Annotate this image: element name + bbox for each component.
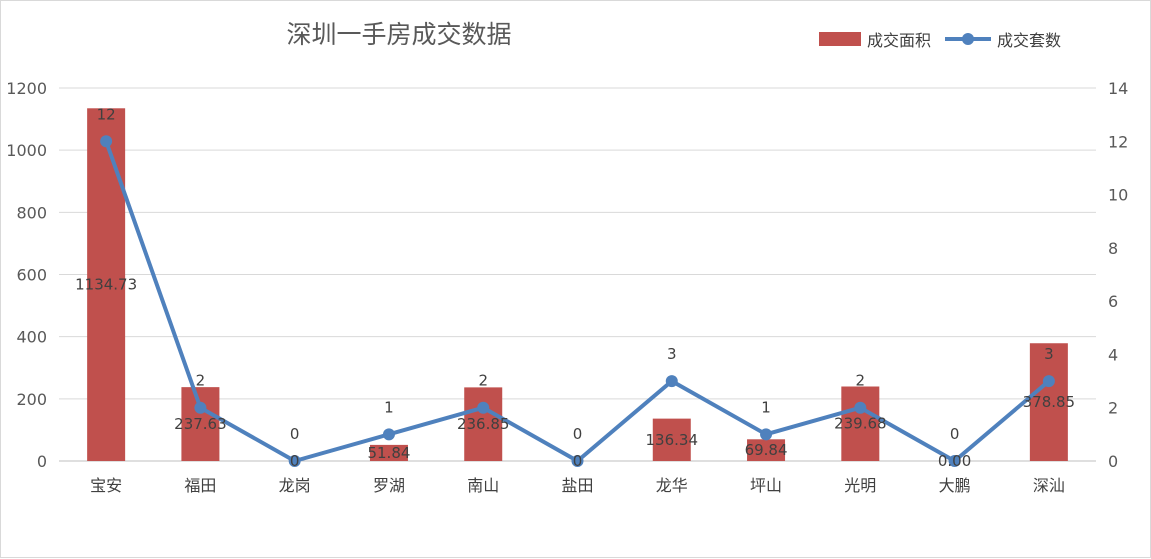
y-left-tick-label: 400 (16, 328, 47, 347)
line-data-label: 12 (97, 105, 116, 123)
line-point (571, 455, 584, 467)
y-right-tick-label: 2 (1108, 399, 1118, 418)
line-data-label: 3 (667, 345, 677, 363)
bar (747, 439, 786, 461)
bar-data-label: 136.34 (646, 431, 699, 449)
y-right-tick-label: 6 (1108, 292, 1118, 311)
y-left-tick-label: 600 (16, 266, 47, 285)
y-left-tick-label: 0 (37, 452, 47, 471)
x-tick-label: 光明 (844, 476, 876, 495)
bar (87, 108, 126, 462)
line-point (854, 401, 867, 414)
legend-swatch-count-marker (962, 33, 974, 45)
bar-data-label: 69.84 (745, 441, 788, 459)
y-right-tick-label: 8 (1108, 239, 1118, 258)
bar-data-label: 236.85 (457, 415, 510, 433)
y-right-tick-label: 14 (1108, 79, 1128, 98)
legend-label-area: 成交面积 (867, 31, 931, 50)
line-data-label: 2 (478, 372, 488, 390)
bar-data-label: 239.68 (834, 415, 887, 433)
line-point (948, 455, 961, 467)
line-point (382, 428, 395, 441)
y-left-tick-label: 200 (16, 390, 47, 409)
bar-data-label: 0 (290, 452, 300, 470)
line-data-label: 0 (573, 425, 583, 443)
bar (652, 418, 691, 461)
bar (841, 386, 880, 461)
y-right-tick-label: 4 (1108, 345, 1118, 364)
bar (464, 387, 503, 461)
x-tick-label: 南山 (467, 476, 499, 495)
x-tick-label: 福田 (184, 476, 216, 495)
line-data-label: 2 (196, 372, 206, 390)
x-tick-label: 龙华 (656, 476, 688, 495)
x-tick-label: 罗湖 (373, 476, 405, 495)
line-point (477, 401, 490, 414)
y-left-tick-label: 800 (16, 203, 47, 222)
bar-data-label: 0.00 (938, 452, 971, 470)
x-tick-label: 盐田 (561, 476, 593, 495)
line-data-label: 3 (1044, 345, 1054, 363)
legend: 成交面积 成交套数 (819, 31, 1061, 50)
bar (1029, 343, 1068, 461)
legend-label-count: 成交套数 (997, 31, 1061, 50)
data-labels: 1134.73 237.63 0 51.84 236.85 0 136.34 69.84 239… (75, 105, 1075, 470)
y-left-tick-label: 1000 (6, 141, 47, 160)
x-tick-label: 深汕 (1033, 476, 1065, 495)
bar-data-label: 51.84 (367, 444, 410, 462)
line-data-label: 1 (761, 398, 771, 416)
line-point (288, 455, 301, 467)
bar (369, 444, 408, 461)
chart-title: 深圳一手房成交数据 (286, 20, 511, 49)
series-line (104, 140, 1051, 463)
bar-data-label: 237.63 (174, 415, 227, 433)
bar (181, 387, 220, 461)
bar-series (87, 108, 1068, 462)
bar-data-label: 1134.73 (75, 276, 137, 294)
y-right-tick-label: 10 (1108, 186, 1128, 205)
line-point (665, 375, 678, 388)
line-series (100, 135, 1055, 467)
line-point (1042, 375, 1055, 388)
bar-data-label: 378.85 (1023, 393, 1076, 411)
x-tick-label: 宝安 (90, 476, 122, 495)
bar-data-label: 0 (573, 452, 583, 470)
line-point (760, 428, 773, 441)
x-tick-label: 龙岗 (279, 476, 311, 495)
line-data-label: 0 (290, 425, 300, 443)
line-data-label: 1 (384, 398, 394, 416)
y-left-tick-label: 1200 (6, 79, 47, 98)
line-data-label: 2 (856, 372, 866, 390)
x-tick-label: 坪山 (750, 476, 782, 495)
line-point (100, 135, 113, 148)
gridlines (59, 87, 1096, 462)
x-tick-label: 大鹏 (939, 476, 971, 495)
y-right-tick-label: 0 (1108, 452, 1118, 471)
legend-swatch-area (819, 32, 861, 46)
y-right-tick-label: 12 (1108, 132, 1128, 151)
line-data-label: 0 (950, 425, 960, 443)
line-point (194, 401, 207, 414)
